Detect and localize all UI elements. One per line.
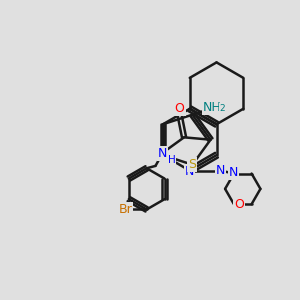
Text: S: S (188, 158, 196, 171)
Text: O: O (234, 198, 244, 211)
Text: Br: Br (118, 203, 132, 216)
Text: N: N (158, 147, 167, 160)
Text: N: N (216, 164, 225, 176)
Text: N: N (229, 166, 238, 179)
Text: N: N (185, 165, 194, 178)
Text: NH: NH (203, 101, 222, 114)
Text: H: H (168, 155, 176, 165)
Text: O: O (175, 102, 184, 115)
Text: 2: 2 (219, 103, 225, 112)
